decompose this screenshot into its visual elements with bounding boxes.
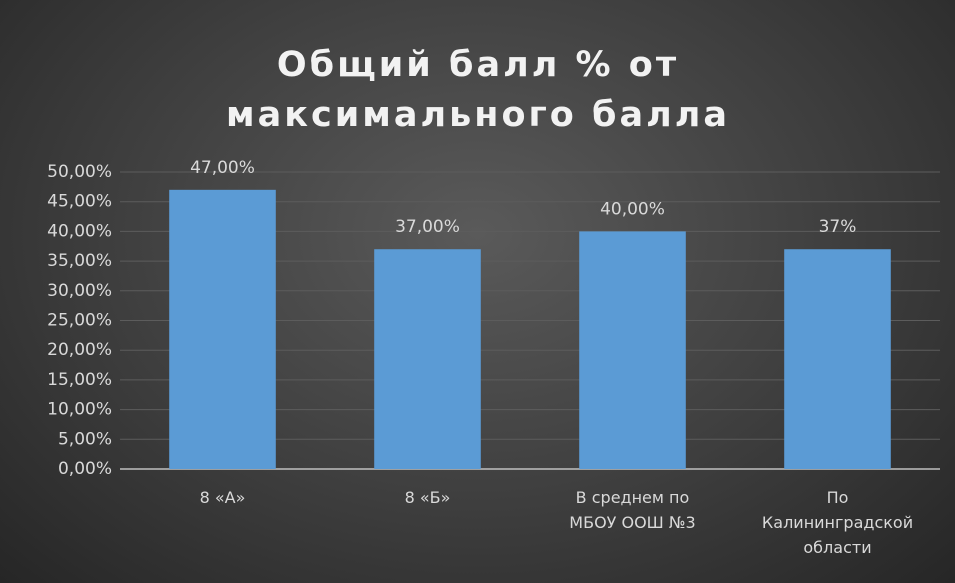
bar [579, 231, 686, 469]
chart-title: Общий балл % от максимального балла [226, 45, 730, 135]
value-label: 47,00% [190, 158, 255, 178]
y-tick-label: 20,00% [47, 340, 112, 360]
bar [374, 249, 481, 469]
value-label: 37,00% [395, 217, 460, 237]
y-tick-label: 45,00% [47, 192, 112, 212]
x-tick-label: По Калининградской области [761, 488, 914, 557]
value-label: 40,00% [600, 199, 665, 219]
y-tick-label: 35,00% [47, 251, 112, 271]
x-tick-label: 8 «Б» [404, 488, 451, 507]
y-tick-label: 50,00% [47, 162, 112, 182]
y-tick-label: 15,00% [47, 370, 112, 390]
y-tick-label: 30,00% [47, 281, 112, 301]
x-tick-label: 8 «А» [199, 488, 246, 507]
bar [784, 249, 891, 469]
x-tick-label: В среднем по МБОУ ООШ №3 [569, 488, 696, 532]
y-tick-label: 5,00% [58, 429, 112, 449]
y-tick-label: 10,00% [47, 400, 112, 420]
y-tick-label: 40,00% [47, 221, 112, 241]
value-label: 37% [819, 217, 857, 237]
y-tick-label: 0,00% [58, 459, 112, 479]
bar [169, 189, 276, 469]
y-tick-label: 25,00% [47, 311, 112, 331]
